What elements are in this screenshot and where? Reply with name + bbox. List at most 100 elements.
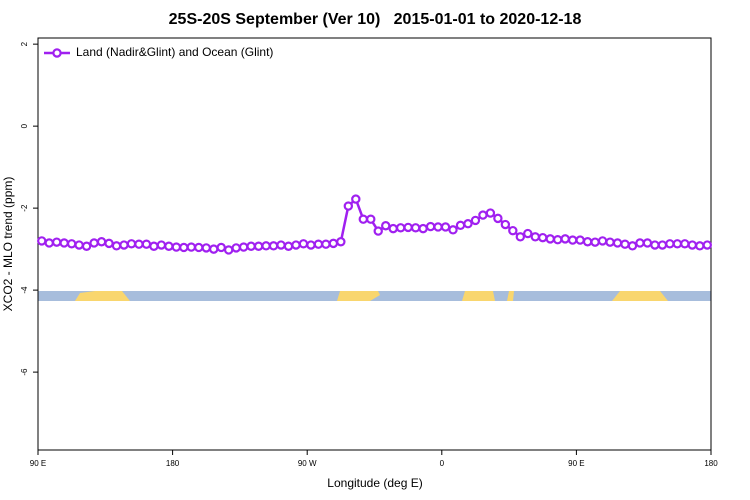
point (238, 242, 249, 252)
point (164, 241, 174, 251)
point (201, 243, 211, 253)
point (59, 238, 69, 248)
point (478, 210, 488, 220)
point (283, 241, 294, 251)
point (642, 238, 653, 248)
point (216, 242, 226, 253)
point (351, 194, 361, 204)
point (388, 223, 398, 234)
point (321, 239, 331, 249)
point (672, 239, 683, 249)
point (298, 239, 309, 249)
point (582, 237, 593, 247)
point (448, 225, 458, 235)
point (523, 228, 533, 239)
point (530, 232, 540, 242)
land-ocean-strip (38, 291, 711, 301)
point (657, 240, 668, 250)
x-tick-label: 180 (166, 459, 180, 468)
x-tick-label: 90 W (298, 459, 317, 468)
point (553, 234, 563, 245)
point (403, 222, 413, 233)
chart-title: 25S-20S September (Ver 10) 2015-01-01 to… (169, 11, 582, 28)
point (500, 219, 511, 230)
point (81, 241, 92, 251)
point (96, 237, 107, 247)
point (560, 234, 570, 244)
point (635, 238, 645, 248)
point (253, 241, 264, 251)
point (545, 234, 555, 244)
point (665, 239, 675, 249)
point (209, 244, 219, 254)
land (612, 291, 668, 301)
y-tick-label: 0 (20, 123, 29, 128)
point (179, 242, 189, 253)
point (695, 241, 705, 251)
point (538, 232, 548, 243)
point (627, 241, 638, 251)
point (702, 240, 712, 250)
point (485, 208, 496, 218)
point (51, 237, 62, 247)
point (261, 241, 271, 251)
point (268, 241, 279, 251)
point (89, 238, 99, 248)
legend-marker (52, 48, 62, 58)
point (373, 226, 383, 236)
point (126, 239, 137, 249)
point (171, 242, 182, 252)
point (37, 236, 47, 246)
point (358, 214, 368, 224)
land (337, 291, 380, 301)
point (313, 239, 324, 249)
point (186, 242, 196, 252)
point (194, 242, 204, 253)
point (291, 240, 301, 250)
point (425, 221, 436, 232)
point (66, 239, 77, 249)
point (575, 235, 585, 245)
point (605, 237, 615, 247)
point (455, 220, 466, 231)
land (507, 291, 514, 301)
point (223, 245, 234, 255)
point (156, 240, 167, 250)
point (343, 201, 354, 211)
x-tick-label: 180 (704, 459, 718, 468)
point (515, 232, 526, 242)
point (306, 240, 316, 250)
y-tick-label: -2 (20, 204, 29, 212)
point (433, 222, 443, 232)
land (75, 291, 130, 301)
point (336, 237, 346, 247)
x-axis-label: Longitude (deg E) (327, 476, 422, 490)
point (149, 241, 159, 251)
point (74, 240, 84, 250)
point (590, 237, 600, 247)
point (381, 221, 391, 231)
point (620, 239, 630, 249)
point (328, 238, 339, 249)
x-tick-label: 90 E (568, 459, 584, 468)
point (508, 225, 518, 236)
point (463, 219, 473, 229)
y-tick-label: -6 (20, 368, 29, 376)
point (687, 240, 698, 250)
point (650, 240, 660, 250)
point (104, 238, 114, 249)
point (276, 240, 286, 250)
point (470, 215, 481, 226)
x-tick-label: 90 E (30, 459, 46, 468)
y-tick-label: -4 (20, 286, 29, 294)
point (440, 222, 451, 232)
point (231, 243, 241, 253)
x-tick-label: 0 (440, 459, 445, 468)
point (44, 238, 54, 248)
point (111, 241, 122, 251)
y-tick-label: 2 (20, 41, 29, 46)
land (462, 291, 495, 301)
point (612, 238, 623, 248)
point (119, 240, 129, 250)
